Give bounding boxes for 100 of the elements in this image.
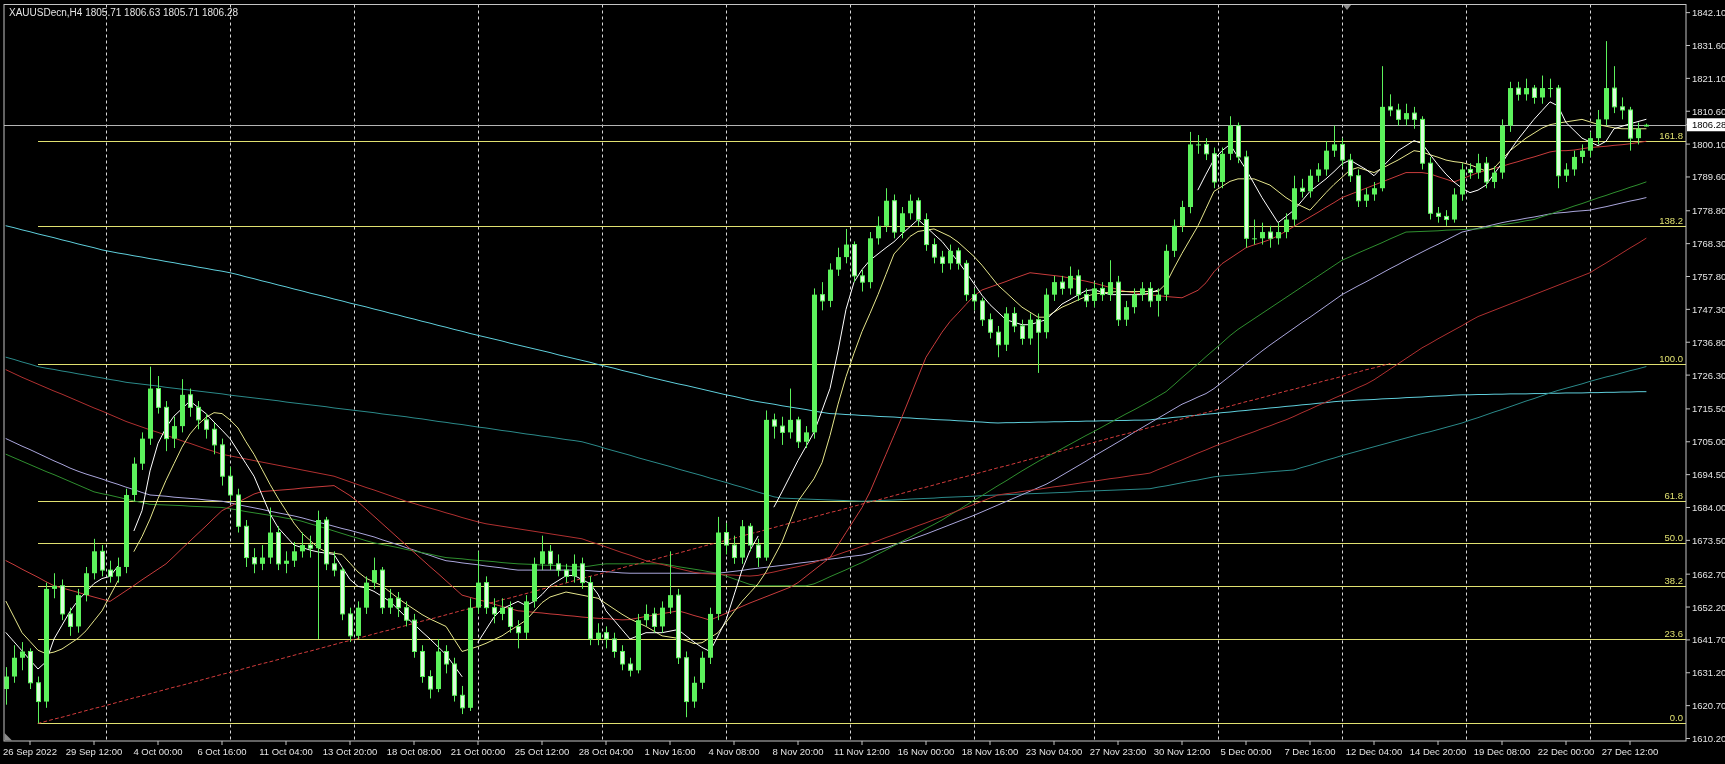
x-tick-label: 12 Dec 04:00 [1345,746,1403,757]
x-tick-label: 21 Oct 00:00 [450,746,506,757]
candlestick [732,535,737,565]
candlestick [12,644,17,684]
candlestick [1092,281,1097,308]
candlestick [1532,84,1537,105]
candlestick [988,312,993,339]
candlestick [100,544,105,577]
candlestick [900,206,905,239]
candlestick [860,269,865,293]
candlestick [1180,200,1185,233]
candlestick [1372,181,1377,202]
candlestick [836,247,841,277]
candlestick [1316,162,1321,183]
candlestick [1196,134,1201,155]
ref-line-label: 138.2 [1659,215,1683,226]
candlestick [1140,281,1145,302]
x-tick-label: 6 Oct 16:00 [197,746,247,757]
candlestick [460,685,465,715]
candlestick [1564,162,1569,183]
ref-line-label: 100.0 [1659,353,1683,364]
candlestick [1548,78,1553,98]
candlestick [196,400,201,430]
candlestick [1076,269,1081,302]
x-tick-label: 5 Dec 00:00 [1220,746,1272,757]
candlestick [1492,165,1497,189]
candlestick [1108,259,1113,302]
candlestick [108,560,113,584]
ref-line-label: 38.2 [1664,575,1683,586]
candlestick [1012,306,1017,333]
x-tick-label: 22 Dec 00:00 [1537,746,1595,757]
candlestick [1540,75,1545,105]
candlestick [300,532,305,559]
candlestick [540,535,545,571]
candlestick [1252,219,1257,246]
candlestick [844,228,849,264]
candlestick [1060,275,1065,296]
candlestick [548,544,553,571]
candlestick [572,553,577,584]
x-tick-label: 16 Nov 00:00 [897,746,955,757]
candlestick [1036,312,1041,374]
candlestick [260,544,265,571]
candlestick [1412,106,1417,130]
candlestick [788,388,793,440]
candlestick [1404,103,1409,127]
candlestick [332,550,337,577]
candlestick [1028,312,1033,346]
candlestick [1084,287,1089,308]
ref-line-label: 61.8 [1664,490,1683,501]
candlestick [188,388,193,418]
candlestick [668,550,673,615]
candlestick [388,588,393,615]
candlestick [1276,222,1281,246]
candlestick [500,597,505,621]
ref-line-label: 161.8 [1659,130,1683,141]
candlestick [84,566,89,602]
candlestick [308,535,313,559]
candlestick [516,619,521,649]
candlestick [556,553,561,577]
candlestick [252,547,257,574]
x-tick-label: 27 Nov 23:00 [1089,746,1147,757]
candlestick [948,244,953,271]
candlestick [804,425,809,449]
candlestick [204,413,209,440]
candlestick [1524,78,1529,102]
candlestick [1388,93,1393,117]
candlestick [1596,109,1601,145]
candlestick [1364,187,1369,208]
line-series [5,225,1647,424]
candlestick [1132,287,1137,314]
candlestick [772,413,777,440]
candlestick [644,604,649,627]
candlestick [1396,103,1401,127]
candlestick [1020,319,1025,346]
candlestick [1100,281,1105,302]
candlestick [908,193,913,221]
line-series [5,356,1647,502]
candlestick [1052,275,1057,302]
candlestick [956,247,961,271]
candlestick [620,644,625,671]
candlestick [428,669,433,699]
candlestick [1348,153,1353,183]
x-tick-label: 27 Dec 12:00 [1601,746,1659,757]
candlestick [1268,225,1273,249]
candlestick [20,641,25,671]
candlestick [1300,178,1305,199]
candlestick [612,632,617,659]
candlestick [1588,131,1593,158]
candlestick [652,607,657,634]
candlestick [348,607,353,643]
candlestick [796,416,801,449]
x-tick-label: 4 Nov 08:00 [708,746,760,757]
candlestick [756,538,761,568]
candlestick [52,572,57,599]
x-tick-label: 18 Nov 16:00 [961,746,1019,757]
x-tick-label: 19 Dec 08:00 [1473,746,1531,757]
candlestick [68,607,73,637]
candlestick [508,600,513,634]
candlestick [92,538,97,580]
x-tick-label: 8 Nov 20:00 [772,746,824,757]
